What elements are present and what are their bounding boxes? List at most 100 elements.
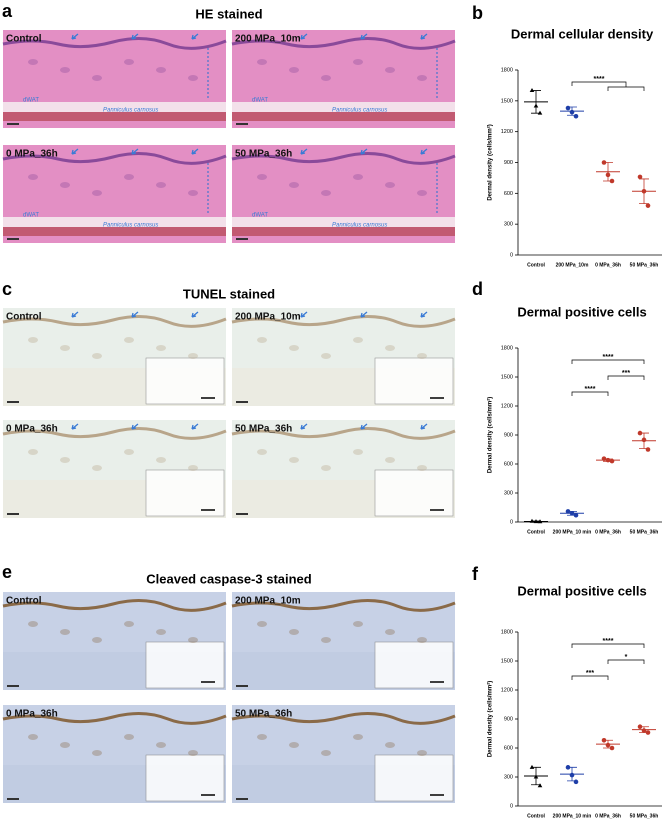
- sig-label: ***: [586, 670, 594, 677]
- follicle: [289, 629, 299, 635]
- follicle: [156, 67, 166, 73]
- follicle: [124, 449, 134, 455]
- tile-note: dWAT: [23, 213, 39, 219]
- muscle-layer: [3, 112, 226, 121]
- arrow: [191, 148, 199, 155]
- y-tick-label: 1500: [501, 658, 513, 664]
- arrow: [191, 311, 199, 318]
- panel-label: e: [2, 562, 12, 582]
- follicle: [188, 750, 198, 756]
- follicle: [124, 734, 134, 740]
- data-point: [565, 105, 571, 111]
- fat-layer: [3, 102, 226, 112]
- follicle: [257, 337, 267, 343]
- arrow: [360, 423, 368, 430]
- follicle: [321, 353, 331, 359]
- arrow: [420, 311, 428, 318]
- follicle: [321, 465, 331, 471]
- epidermis: [2, 427, 227, 440]
- y-axis-label: Dermal density (cells/mm²): [487, 681, 494, 757]
- x-tick-label: 200 MPa_10 min: [553, 813, 592, 819]
- data-point: [537, 110, 543, 115]
- error-bar: [639, 178, 649, 205]
- y-tick-label: 1800: [501, 345, 513, 351]
- inset: [374, 754, 454, 802]
- epidermis: [2, 315, 227, 328]
- arrow: [360, 33, 368, 40]
- follicle: [188, 637, 198, 643]
- panel-title: TUNEL stained: [183, 286, 275, 301]
- arrow: [191, 423, 199, 430]
- inset: [374, 641, 454, 689]
- sig-label: ****: [603, 638, 614, 645]
- inset: [374, 469, 454, 517]
- x-tick-label: 0 MPa_36h: [595, 529, 621, 535]
- panel-title: HE stained: [195, 6, 262, 21]
- chart-title: Dermal positive cells: [517, 583, 646, 598]
- follicle: [124, 59, 134, 65]
- x-tick-label: Control: [527, 813, 545, 819]
- x-tick-label: 50 MPa_36h: [630, 529, 659, 535]
- follicle: [385, 742, 395, 748]
- tile-label: 0 MPa_36h: [6, 709, 58, 720]
- y-tick-label: 1800: [501, 67, 513, 73]
- sig-label: ****: [594, 76, 605, 83]
- sig-label: *: [625, 654, 628, 661]
- epidermis: [231, 37, 456, 50]
- y-tick-label: 1200: [501, 129, 513, 135]
- data-point: [645, 203, 651, 208]
- epidermis: [2, 599, 227, 612]
- epidermis: [231, 427, 456, 440]
- chart-title: Dermal positive cells: [517, 304, 646, 319]
- follicle: [28, 337, 38, 343]
- follicle: [353, 174, 363, 180]
- y-tick-label: 0: [510, 803, 513, 809]
- follicle: [60, 457, 70, 463]
- sig-bracket: [571, 643, 645, 648]
- epidermis: [231, 152, 456, 165]
- tile-note: Panniculus carnosus: [332, 223, 387, 229]
- arrow: [131, 148, 139, 155]
- fat-layer: [3, 217, 226, 227]
- error-bar: [531, 520, 541, 523]
- follicle: [257, 734, 267, 740]
- follicle: [353, 449, 363, 455]
- arrow: [131, 33, 139, 40]
- follicle: [92, 190, 102, 196]
- inset: [145, 754, 225, 802]
- y-tick-label: 300: [504, 490, 513, 496]
- arrow: [300, 311, 308, 318]
- follicle: [257, 621, 267, 627]
- sig-bracket: [607, 375, 645, 380]
- arrow: [420, 423, 428, 430]
- tile-label: 200 MPa_10m: [235, 312, 301, 323]
- fat-layer: [232, 102, 455, 112]
- follicle: [28, 174, 38, 180]
- epidermis: [2, 37, 227, 50]
- follicle: [156, 182, 166, 188]
- follicle: [92, 750, 102, 756]
- panel-label: c: [2, 279, 12, 299]
- tile-label: 200 MPa_10m: [235, 34, 301, 45]
- data-point: [573, 779, 579, 785]
- data-point: [637, 174, 643, 180]
- error-bar: [531, 766, 541, 786]
- x-tick-label: 0 MPa_36h: [595, 262, 621, 268]
- sig-bracket: [571, 675, 609, 680]
- follicle: [385, 457, 395, 463]
- follicle: [257, 174, 267, 180]
- follicle: [417, 465, 427, 471]
- arrow: [420, 33, 428, 40]
- sig-bracket: [607, 86, 645, 91]
- arrow: [131, 311, 139, 318]
- tile-label: Control: [6, 312, 42, 323]
- arrow: [360, 148, 368, 155]
- follicle: [385, 629, 395, 635]
- follicle: [289, 345, 299, 351]
- follicle: [188, 75, 198, 81]
- muscle-layer: [232, 112, 455, 121]
- follicle: [289, 67, 299, 73]
- follicle: [417, 353, 427, 359]
- muscle-layer: [232, 227, 455, 236]
- tile-note: dWAT: [252, 98, 268, 104]
